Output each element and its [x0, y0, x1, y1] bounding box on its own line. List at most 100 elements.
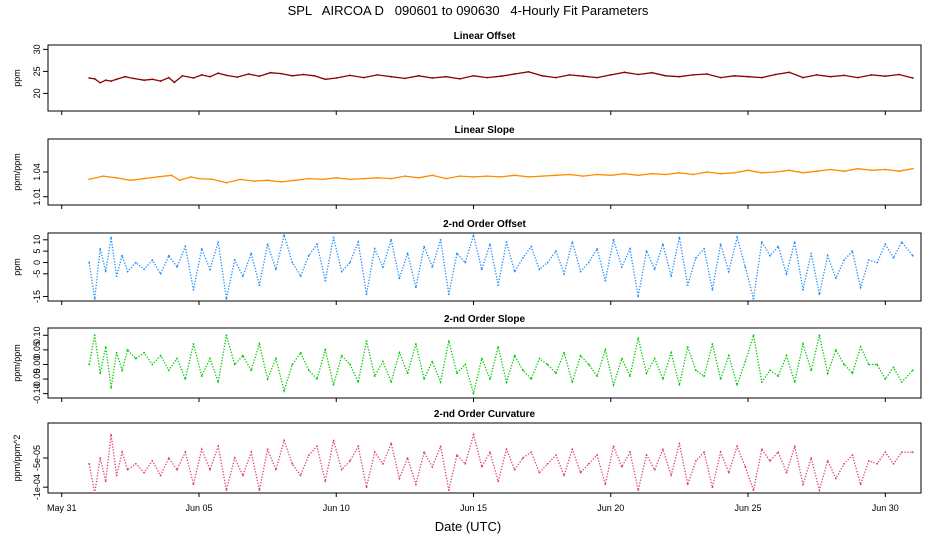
data-point [132, 77, 135, 80]
data-point [280, 72, 283, 75]
data-point [793, 241, 796, 244]
data-point [415, 343, 417, 345]
data-point [143, 79, 146, 82]
data-point [151, 78, 154, 81]
data-point [176, 468, 178, 471]
data-point [247, 73, 250, 75]
data-point [99, 248, 102, 250]
data-point [513, 270, 516, 273]
data-point [258, 75, 261, 78]
data-point [662, 243, 664, 246]
panel-5: 2-nd Order Curvature -1e-04 -5e-05 ppm/ppm^… [12, 409, 922, 500]
data-point [192, 483, 195, 486]
data-point [645, 250, 648, 253]
data-point [711, 486, 714, 489]
data-point [134, 261, 137, 264]
data-point [159, 80, 162, 82]
data-point [582, 175, 585, 178]
data-point [703, 248, 705, 250]
data-point [884, 451, 887, 454]
data-point [651, 172, 653, 175]
data-point [911, 167, 914, 170]
data-point [398, 351, 401, 354]
data-point [851, 372, 854, 375]
data-point [851, 250, 854, 253]
data-point [357, 381, 360, 383]
data-point [629, 451, 631, 454]
data-point [445, 75, 447, 78]
data-point [126, 270, 129, 273]
data-point [747, 169, 749, 172]
data-point [184, 378, 187, 380]
data-point [876, 363, 878, 366]
data-point [522, 457, 524, 459]
data-point [258, 284, 261, 286]
data-point [324, 279, 327, 282]
data-point [843, 170, 845, 173]
data-point [898, 73, 900, 76]
data-point [211, 178, 214, 181]
data-point [250, 451, 253, 454]
data-point [609, 174, 612, 177]
data-point [859, 346, 862, 348]
data-point [472, 176, 475, 178]
data-point [275, 357, 277, 360]
data-point [307, 454, 310, 456]
data-point [892, 257, 895, 259]
data-point [670, 351, 673, 354]
data-point [686, 284, 689, 286]
data-point [637, 73, 640, 76]
data-point [415, 483, 417, 486]
y-axis-label: ppm/ppm [12, 344, 22, 382]
data-point [810, 252, 813, 255]
series-line [89, 71, 913, 84]
data-point [884, 75, 887, 78]
data-point [357, 241, 360, 244]
data-point [472, 234, 475, 237]
data-point [522, 369, 524, 372]
data-point [176, 357, 178, 360]
data-point [357, 445, 360, 448]
data-point [404, 175, 406, 178]
data-point [612, 238, 615, 241]
data-point [365, 340, 368, 342]
data-point [121, 451, 123, 454]
data-point [126, 349, 129, 351]
x-tick-label: May 31 [47, 503, 77, 513]
data-point [555, 174, 557, 177]
data-point [703, 375, 705, 377]
panel-4: 2-nd Order Slope -0.10-0.050.000.050.10 pp… [12, 314, 922, 404]
data-point [406, 252, 409, 255]
data-point [291, 363, 294, 366]
data-point [876, 261, 878, 264]
data-point [129, 179, 132, 182]
data-point [233, 457, 236, 459]
data-point [258, 343, 261, 345]
data-point [324, 349, 327, 351]
data-point [623, 172, 626, 175]
data-point [439, 238, 442, 241]
data-point [167, 76, 170, 79]
data-point [217, 241, 220, 244]
data-point [546, 363, 549, 366]
data-point [382, 266, 384, 268]
data-point [530, 245, 533, 248]
data-point [810, 457, 813, 459]
data-point [859, 483, 862, 486]
data-point [143, 268, 146, 271]
data-point [233, 259, 236, 262]
y-tick-label: 0.05 [32, 341, 42, 359]
y-tick-label: -15 [32, 290, 42, 303]
data-point [513, 73, 516, 75]
data-point [167, 254, 170, 257]
x-tick-label: Jun 05 [185, 503, 212, 513]
data-point [307, 369, 310, 372]
data-point [604, 349, 607, 351]
data-point [818, 293, 821, 296]
data-point [785, 354, 788, 357]
data-point [678, 75, 681, 78]
data-point [653, 357, 656, 360]
data-point [541, 175, 544, 178]
data-point [291, 261, 294, 264]
data-point [609, 74, 612, 76]
